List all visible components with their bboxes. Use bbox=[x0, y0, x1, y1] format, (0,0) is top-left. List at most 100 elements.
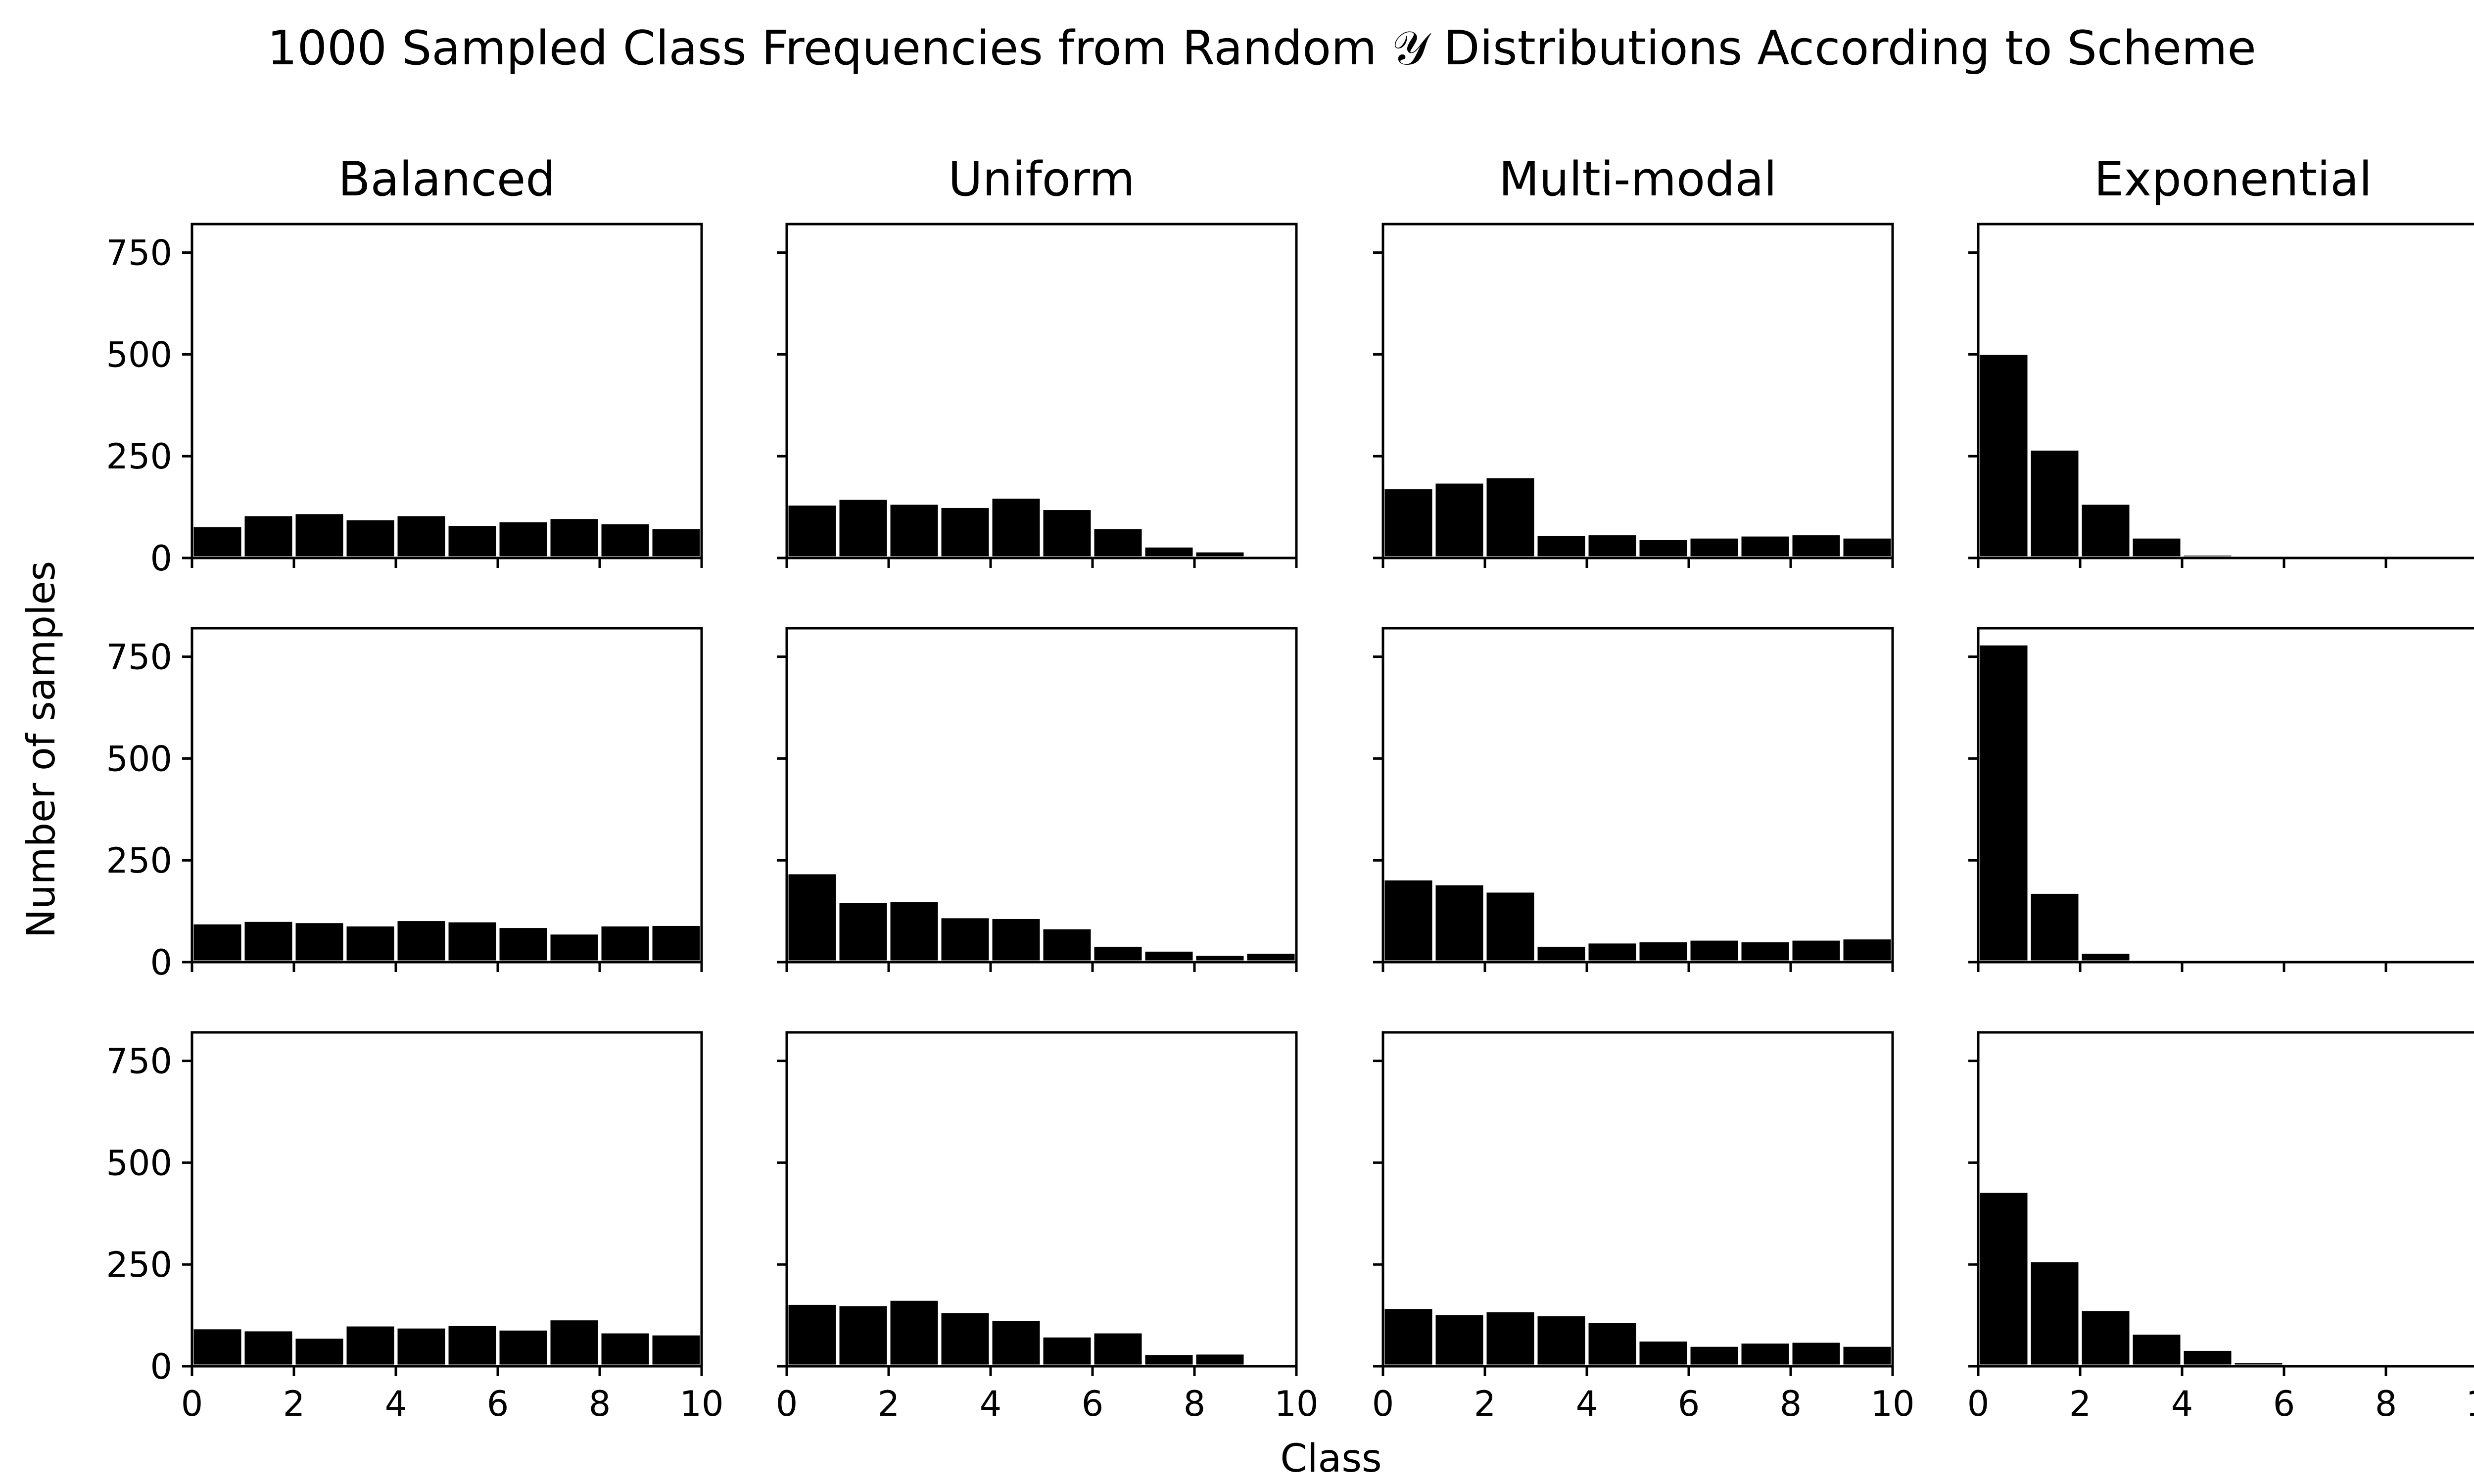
bar-class-6 bbox=[496, 925, 551, 964]
column-title-multi-modal: Multi-modal bbox=[1499, 152, 1777, 207]
bar-class-0 bbox=[190, 921, 245, 964]
bar-class-2 bbox=[887, 1297, 942, 1368]
bar-class-2 bbox=[1483, 889, 1538, 964]
subplot-multi-modal-row-2 bbox=[1373, 627, 1895, 972]
subplot-multi-modal-row-1 bbox=[1373, 223, 1895, 568]
bar-class-3 bbox=[938, 915, 993, 964]
subplot-uniform-row-3: 0 2 4 6 8 10 bbox=[776, 1031, 1319, 1424]
bar-class-4 bbox=[1585, 1319, 1640, 1368]
bar-class-9 bbox=[1840, 535, 1895, 560]
bar-class-3 bbox=[1534, 532, 1589, 560]
x-tick-label: 10 bbox=[1274, 1384, 1318, 1424]
bar-class-2 bbox=[292, 1335, 347, 1368]
y-axis-label: Number of samples bbox=[19, 561, 64, 938]
y-tick-label: 0 bbox=[150, 942, 172, 983]
bar-class-8 bbox=[1789, 937, 1844, 964]
bar-class-6 bbox=[1687, 937, 1742, 964]
bar-class-5 bbox=[1636, 938, 1691, 964]
bar-class-3 bbox=[938, 504, 993, 560]
bar-class-3 bbox=[343, 1323, 398, 1368]
y-tick-label: 0 bbox=[150, 538, 172, 579]
bar-class-1 bbox=[241, 918, 296, 964]
axes-frame bbox=[1381, 627, 1894, 964]
bar-class-9 bbox=[1840, 936, 1895, 964]
y-tick-label: 750 bbox=[106, 233, 172, 274]
bar-class-0 bbox=[1381, 486, 1436, 560]
subplot-balanced-row-3: 0 250 500 750 0 2 4 6 8 10 bbox=[106, 1031, 724, 1424]
bar-class-4 bbox=[1585, 940, 1640, 964]
bar-class-6 bbox=[1687, 535, 1742, 560]
column-title-uniform: Uniform bbox=[948, 152, 1135, 207]
bar-class-1 bbox=[1432, 480, 1487, 560]
bar-class-7 bbox=[1738, 533, 1793, 560]
x-tick-label: 4 bbox=[1576, 1384, 1598, 1424]
bar-class-4 bbox=[989, 1317, 1044, 1368]
subplot-uniform-row-2 bbox=[777, 627, 1298, 972]
column-title-exponential: Exponential bbox=[2094, 152, 2372, 207]
y-tick-label: 0 bbox=[150, 1346, 172, 1387]
bar-class-1 bbox=[1432, 881, 1487, 964]
x-tick-label: 6 bbox=[1082, 1384, 1104, 1424]
bar-class-1 bbox=[836, 496, 891, 560]
axes-frame bbox=[785, 223, 1298, 559]
bar-class-3 bbox=[938, 1309, 993, 1368]
bar-class-0 bbox=[785, 871, 840, 964]
bar-class-4 bbox=[989, 915, 1044, 964]
subplot-exponential-row-2 bbox=[1968, 627, 2474, 972]
bar-class-5 bbox=[1636, 1338, 1691, 1368]
bar-class-6 bbox=[496, 518, 551, 560]
bar-class-5 bbox=[445, 1322, 500, 1368]
y-tick-label: 750 bbox=[106, 1041, 172, 1082]
bar-class-7 bbox=[1142, 948, 1196, 964]
bar-class-5 bbox=[1040, 507, 1094, 560]
y-tick-label: 250 bbox=[106, 436, 172, 477]
bar-class-5 bbox=[445, 522, 500, 560]
x-tick-label: 6 bbox=[487, 1384, 509, 1424]
bar-class-7 bbox=[1738, 938, 1793, 964]
bar-class-8 bbox=[598, 520, 653, 560]
axes-frame bbox=[190, 627, 703, 964]
bar-class-1 bbox=[836, 899, 891, 964]
y-tick-label: 500 bbox=[106, 739, 172, 779]
column-title-balanced: Balanced bbox=[338, 152, 555, 207]
y-tick-label: 500 bbox=[106, 1143, 172, 1183]
bar-class-2 bbox=[887, 501, 942, 560]
subplot-multi-modal-row-3: 0 2 4 6 8 10 bbox=[1372, 1031, 1915, 1424]
x-tick-label: 2 bbox=[878, 1384, 900, 1424]
bar-class-9 bbox=[1840, 1343, 1895, 1368]
axes-frame bbox=[1977, 627, 2474, 964]
x-tick-label: 8 bbox=[1780, 1384, 1802, 1424]
bar-class-4 bbox=[1585, 532, 1640, 560]
bar-class-3 bbox=[1534, 943, 1589, 964]
bar-class-2 bbox=[1483, 474, 1538, 560]
bar-class-7 bbox=[1738, 1340, 1793, 1368]
bar-class-0 bbox=[190, 523, 245, 560]
bar-class-3 bbox=[343, 923, 398, 964]
bar-class-6 bbox=[1687, 1343, 1742, 1368]
bar-class-9 bbox=[649, 525, 704, 560]
bar-class-8 bbox=[598, 923, 653, 964]
x-tick-label: 4 bbox=[385, 1384, 407, 1424]
bar-class-1 bbox=[836, 1302, 891, 1368]
x-tick-label: 2 bbox=[2069, 1384, 2092, 1424]
bar-class-2 bbox=[2078, 950, 2133, 964]
bar-class-0 bbox=[1976, 1189, 2031, 1368]
x-tick-label: 10 bbox=[2466, 1384, 2474, 1424]
bar-class-2 bbox=[2078, 1307, 2133, 1368]
axes-frame bbox=[785, 1031, 1298, 1368]
y-tick-label: 250 bbox=[106, 1245, 172, 1285]
bar-class-2 bbox=[292, 510, 347, 560]
axes-frame bbox=[1381, 223, 1894, 559]
x-tick-label: 2 bbox=[1474, 1384, 1496, 1424]
bar-class-8 bbox=[598, 1330, 653, 1368]
x-tick-label: 0 bbox=[1967, 1384, 1990, 1424]
bar-class-9 bbox=[1243, 950, 1298, 964]
x-tick-label: 0 bbox=[1372, 1384, 1394, 1424]
bar-class-1 bbox=[241, 512, 296, 560]
bar-class-3 bbox=[2129, 535, 2184, 560]
axes-frame bbox=[1381, 1031, 1894, 1368]
bar-class-7 bbox=[547, 1317, 602, 1368]
bar-class-5 bbox=[445, 919, 500, 964]
